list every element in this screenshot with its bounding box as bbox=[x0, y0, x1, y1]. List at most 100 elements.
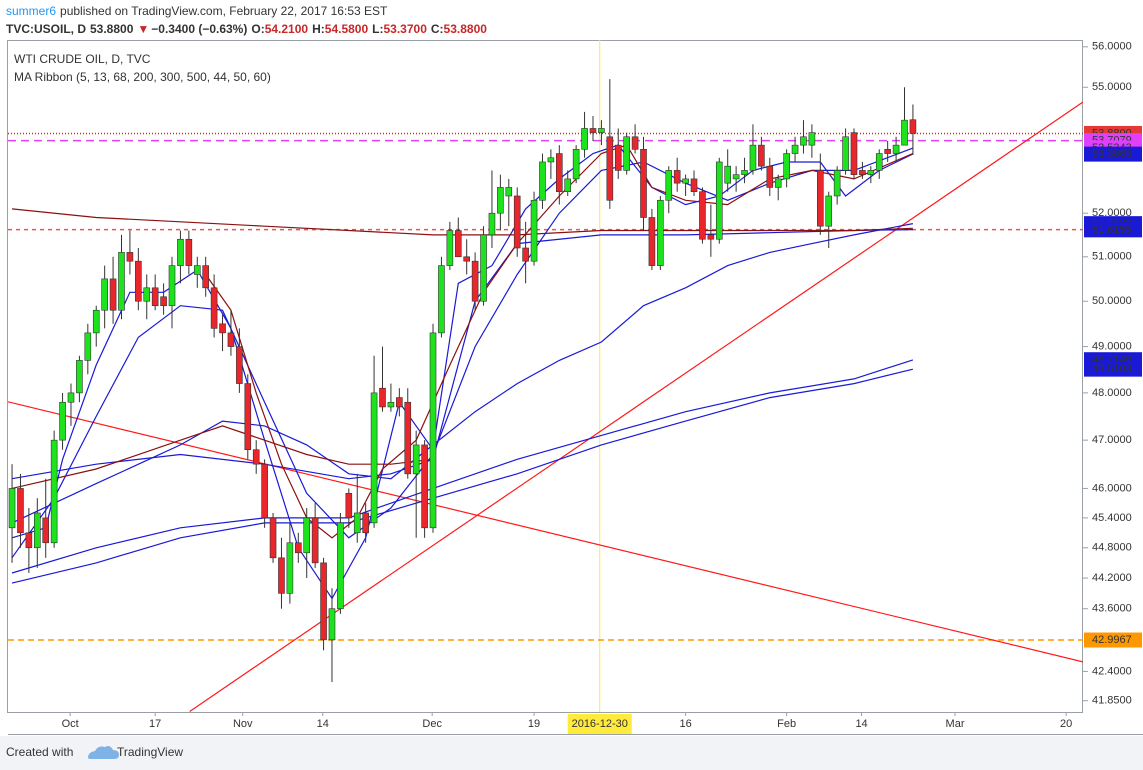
moving-average bbox=[11, 208, 913, 236]
candle-body bbox=[581, 128, 588, 150]
candle-body bbox=[673, 170, 681, 184]
candle-body bbox=[791, 144, 799, 154]
candle-body bbox=[320, 562, 327, 641]
candle-body bbox=[446, 230, 454, 266]
y-tick-label: 46.0000 bbox=[1092, 482, 1132, 494]
x-tick-label: Oct bbox=[62, 718, 79, 730]
candle-body bbox=[640, 149, 647, 218]
candle-body bbox=[724, 165, 731, 184]
candle-body bbox=[345, 493, 353, 519]
plot-frame bbox=[7, 40, 1083, 713]
candle-body bbox=[808, 132, 816, 146]
candle-body bbox=[33, 512, 41, 549]
candle-body bbox=[362, 512, 369, 534]
y-tick-label: 48.0000 bbox=[1092, 387, 1132, 399]
footer-bar bbox=[0, 736, 1143, 770]
y-tick-label: 44.2000 bbox=[1092, 572, 1132, 584]
ohlc-key: L: bbox=[372, 22, 383, 36]
y-tick-label: 50.0000 bbox=[1092, 295, 1132, 307]
candle-body bbox=[488, 212, 496, 236]
symbol: TVC:USOIL, D bbox=[6, 22, 86, 36]
x-tick-label: 16 bbox=[679, 718, 691, 730]
candle-body bbox=[227, 332, 235, 347]
candle-body bbox=[884, 149, 891, 154]
candle-body bbox=[236, 346, 243, 384]
x-tick-label: 17 bbox=[149, 718, 161, 730]
candle-body bbox=[454, 230, 462, 258]
candle-body bbox=[589, 128, 597, 133]
candle-body bbox=[109, 278, 117, 311]
candle-body bbox=[749, 144, 757, 171]
candle-body bbox=[850, 132, 858, 175]
candle-body bbox=[135, 260, 142, 302]
y-tick-label: 55.0000 bbox=[1092, 81, 1132, 93]
candle-body bbox=[193, 265, 201, 275]
y-tick-label: 52.0000 bbox=[1092, 207, 1132, 219]
price-label-box bbox=[1084, 222, 1142, 238]
candle-body bbox=[387, 401, 395, 408]
candle-body bbox=[177, 238, 184, 266]
y-tick-label: 56.0000 bbox=[1092, 41, 1132, 53]
candle-body bbox=[219, 323, 226, 334]
candle-body bbox=[631, 136, 639, 150]
candle-body bbox=[151, 287, 159, 307]
candle-body bbox=[817, 170, 824, 227]
candle-body bbox=[269, 517, 277, 559]
candle-body bbox=[539, 161, 546, 201]
candle-body bbox=[76, 360, 83, 394]
candle-body bbox=[126, 252, 134, 262]
x-tick-label: 14 bbox=[317, 718, 329, 730]
crosshair-label: 2016-12-30 bbox=[572, 718, 628, 730]
candle-body bbox=[67, 392, 75, 403]
moving-average bbox=[11, 368, 914, 584]
ohlc-value: 54.5800 bbox=[325, 22, 369, 36]
candle-body bbox=[370, 392, 378, 524]
price-label-box bbox=[1084, 361, 1142, 377]
footer-brand: TradingView bbox=[117, 745, 183, 759]
x-tick-label: Feb bbox=[777, 718, 796, 730]
tradingview-logo bbox=[88, 746, 119, 759]
moving-average bbox=[11, 223, 914, 524]
candle-body bbox=[766, 165, 774, 188]
candle-body bbox=[715, 161, 723, 240]
candle-body bbox=[901, 119, 908, 146]
candle-body bbox=[842, 136, 849, 171]
candle-body bbox=[118, 252, 125, 311]
x-tick-label: 20 bbox=[1060, 718, 1072, 730]
candle-body bbox=[741, 170, 748, 175]
candle-body bbox=[825, 195, 833, 227]
candle-body bbox=[160, 296, 167, 307]
candle-body bbox=[875, 153, 883, 171]
candle-body bbox=[8, 488, 16, 529]
candle-body bbox=[513, 195, 521, 249]
candle-body bbox=[278, 557, 285, 594]
header-line-1: summer6 published on TradingView.com, Feb… bbox=[6, 4, 388, 18]
candle-body bbox=[412, 444, 420, 475]
ohlc-value: 54.2100 bbox=[265, 22, 309, 36]
x-tick-label: 19 bbox=[528, 718, 540, 730]
candle-body bbox=[353, 512, 361, 534]
candle-body bbox=[556, 153, 563, 192]
candle-body bbox=[505, 187, 513, 197]
y-tick-label: 51.0000 bbox=[1092, 251, 1132, 263]
candle-body bbox=[758, 144, 765, 167]
candle-body bbox=[303, 517, 311, 554]
candle-body bbox=[783, 153, 790, 180]
candle-body bbox=[328, 608, 336, 641]
ohlc-key: H: bbox=[312, 22, 325, 36]
candle-body bbox=[657, 199, 664, 266]
candle-body bbox=[295, 542, 302, 554]
price-label: 51.6155 bbox=[1092, 224, 1132, 236]
candle-body bbox=[311, 517, 319, 564]
last-price: 53.8800 bbox=[90, 22, 134, 36]
candle-body bbox=[202, 265, 209, 289]
candle-body bbox=[648, 217, 656, 266]
y-tick-label: 47.0000 bbox=[1092, 434, 1132, 446]
candle-body bbox=[286, 542, 294, 594]
ohlc-key: O: bbox=[251, 22, 264, 36]
y-tick-label: 43.6000 bbox=[1092, 603, 1132, 615]
published-info: published on TradingView.com, February 2… bbox=[60, 4, 388, 18]
candle-body bbox=[92, 309, 100, 334]
